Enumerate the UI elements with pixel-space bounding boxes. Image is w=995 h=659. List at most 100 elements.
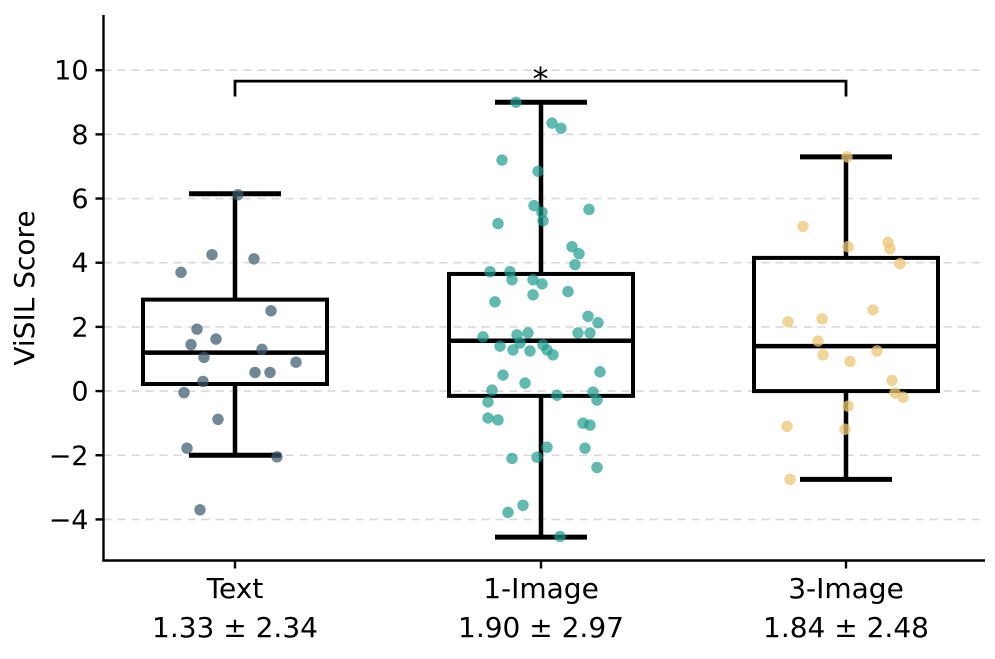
y-axis-title: ViSIL Score xyxy=(8,210,41,365)
scatter-point xyxy=(506,274,518,286)
scatter-point xyxy=(569,258,581,271)
scatter-point xyxy=(502,506,514,519)
scatter-point xyxy=(536,206,548,219)
scatter-point xyxy=(522,327,534,339)
scatter-point xyxy=(178,386,190,399)
scatter-point xyxy=(175,266,187,279)
scatter-point xyxy=(566,240,578,253)
scatter-point xyxy=(537,214,549,227)
significance-star: * xyxy=(533,60,549,98)
scatter-point xyxy=(886,374,898,387)
scatter-point xyxy=(784,473,796,486)
scatter-point xyxy=(206,248,218,261)
scatter-point xyxy=(482,412,494,424)
scatter-point xyxy=(210,333,222,345)
scatter-point xyxy=(842,400,854,412)
scatter-point xyxy=(232,188,244,201)
scatter-point xyxy=(583,203,595,216)
scatter-point xyxy=(527,289,539,301)
scatter-point xyxy=(541,441,553,453)
scatter-point xyxy=(546,117,558,129)
scatter-point xyxy=(290,356,302,368)
scatter-point xyxy=(249,366,261,379)
scatter-point xyxy=(591,461,603,474)
scatter-point xyxy=(867,304,879,316)
scatter-point xyxy=(591,394,603,406)
scatter-point xyxy=(536,278,548,290)
scatter-point xyxy=(492,414,504,426)
scatter-point xyxy=(841,151,853,163)
scatter-point xyxy=(198,351,210,364)
scatter-point xyxy=(562,285,574,298)
y-tick-label: 4 xyxy=(71,248,88,279)
scatter-point xyxy=(519,377,531,389)
scatter-point xyxy=(842,240,854,253)
scatter-point xyxy=(817,349,829,361)
y-tick-label: 0 xyxy=(71,377,88,408)
scatter-point xyxy=(839,423,851,435)
scatter-point xyxy=(489,296,501,308)
significance-bracket xyxy=(233,79,848,97)
scatter-point xyxy=(797,220,809,233)
scatter-point xyxy=(264,366,276,379)
scatter-point xyxy=(496,154,508,166)
x-tick-label: 3-Image xyxy=(788,572,904,605)
scatter-point xyxy=(197,375,209,388)
scatter-point xyxy=(781,420,793,433)
x-tick-label: 1-Image xyxy=(483,572,599,605)
scatter-point xyxy=(514,337,526,349)
group-stats-label: 1.84 ± 2.48 xyxy=(763,611,929,644)
y-tick-label: 8 xyxy=(71,120,88,151)
scatter-point xyxy=(484,266,496,278)
scatter-point xyxy=(517,499,529,512)
scatter-point xyxy=(510,96,522,108)
group-stats-label: 1.90 ± 2.97 xyxy=(458,611,624,644)
box-1-image xyxy=(447,271,635,398)
scatter-point xyxy=(594,366,606,378)
scatter-point xyxy=(812,335,824,347)
scatter-point xyxy=(185,338,197,351)
scatter-point xyxy=(532,165,544,177)
scatter-point xyxy=(527,274,539,286)
scatter-point xyxy=(248,253,260,265)
y-tick-label: −4 xyxy=(49,505,89,536)
scatter-point xyxy=(194,504,206,516)
scatter-point xyxy=(554,530,566,543)
scatter-point xyxy=(582,310,594,323)
group-stats-label: 1.33 ± 2.34 xyxy=(152,611,318,644)
scatter-point xyxy=(524,345,536,357)
scatter-point xyxy=(816,313,828,325)
scatter-point xyxy=(497,369,509,381)
scatter-point xyxy=(897,391,909,403)
scatter-point xyxy=(477,331,489,343)
scatter-point xyxy=(256,343,268,356)
scatter-point xyxy=(507,344,519,356)
y-tick-label: −2 xyxy=(49,441,89,472)
scatter-point xyxy=(486,384,498,396)
x-tick-label: Text xyxy=(206,572,264,605)
scatter-point xyxy=(528,199,540,212)
y-tick-label: 6 xyxy=(71,184,88,215)
scatter-point xyxy=(482,396,494,408)
scatter-point xyxy=(531,451,543,463)
box-text xyxy=(141,297,329,387)
scatter-point xyxy=(572,327,584,339)
scatter-point xyxy=(844,355,856,368)
scatter-point xyxy=(492,217,504,230)
box-3-image xyxy=(752,255,940,394)
scatter-point xyxy=(265,305,277,317)
scatter-point xyxy=(573,248,585,260)
scatter-point xyxy=(181,442,193,454)
scatter-point xyxy=(782,316,794,328)
scatter-point xyxy=(551,389,563,401)
scatter-point xyxy=(871,345,883,357)
y-tick-label: 10 xyxy=(54,56,88,87)
scatter-point xyxy=(579,442,591,454)
scatter-point xyxy=(271,451,283,463)
scatter-point xyxy=(191,323,203,335)
scatter-point xyxy=(592,317,604,329)
scatter-point xyxy=(506,452,518,465)
scatter-point xyxy=(555,122,567,134)
